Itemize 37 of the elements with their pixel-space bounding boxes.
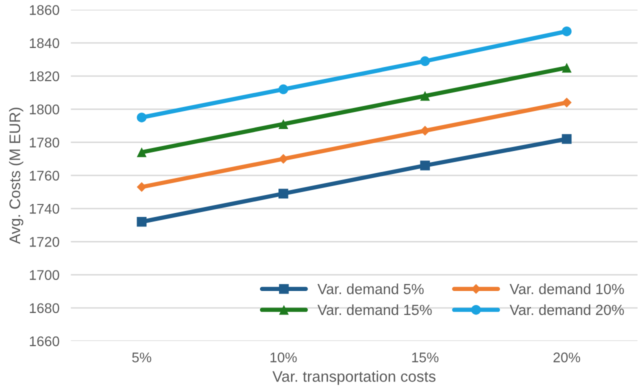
y-tick-label: 1680 <box>30 303 60 314</box>
y-tick-label: 1720 <box>30 237 60 247</box>
y-tick-label: 1820 <box>30 71 60 82</box>
legend-label: Var. demand 5% <box>318 283 424 294</box>
y-tick-label: 1660 <box>30 336 60 346</box>
x-tick-label: 10% <box>270 352 297 362</box>
legend-label: Var. demand 10% <box>510 283 624 294</box>
point <box>420 126 430 136</box>
y-tick-label: 1840 <box>30 38 60 48</box>
x-tick-label: 15% <box>412 352 438 362</box>
x-tick-label: 20% <box>554 352 580 362</box>
point <box>420 91 430 101</box>
x-tick-label: 5% <box>132 352 152 362</box>
point <box>562 26 572 36</box>
point <box>562 98 572 108</box>
point <box>278 119 288 129</box>
y-tick-label: 1740 <box>30 204 60 214</box>
x-axis-title: Var. transportation costs <box>272 370 436 385</box>
point <box>562 62 572 73</box>
point <box>420 160 430 170</box>
point <box>278 84 288 94</box>
point <box>562 134 572 144</box>
y-tick-label: 1760 <box>30 170 60 181</box>
point <box>136 216 147 227</box>
point <box>136 112 147 122</box>
point <box>136 147 147 158</box>
y-axis-title: Avg. Costs (M EUR) <box>9 108 24 244</box>
point <box>278 154 288 164</box>
y-tick-label: 1800 <box>30 104 60 114</box>
point <box>136 182 147 192</box>
y-tick-label: 1780 <box>30 138 60 148</box>
point <box>420 56 430 66</box>
y-tick-label: 1860 <box>30 5 60 15</box>
point <box>278 188 288 198</box>
legend-label: Var. demand 15% <box>318 304 432 316</box>
legend-label: Var. demand 20% <box>510 304 624 316</box>
y-tick-label: 1700 <box>30 270 60 280</box>
